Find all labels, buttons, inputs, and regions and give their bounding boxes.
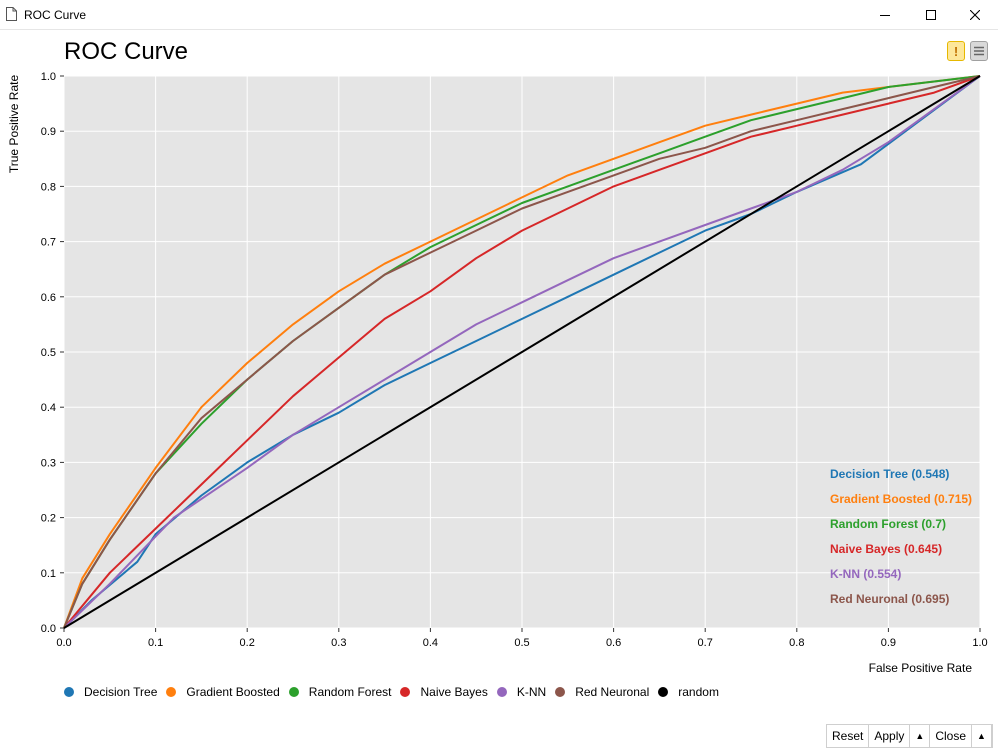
y-tick-label: 0.6 bbox=[41, 292, 56, 304]
series-line-gradient-boosted bbox=[63, 75, 981, 629]
legend-label: Naive Bayes bbox=[420, 685, 488, 699]
legend-label: K-NN bbox=[516, 685, 547, 699]
x-tick-label: 0.5 bbox=[514, 637, 529, 649]
legend-marker-icon bbox=[555, 687, 566, 697]
series-line-k-nn bbox=[63, 75, 981, 629]
auc-label: Decision Tree (0.548) bbox=[830, 467, 949, 481]
close-options-button[interactable]: ▲ bbox=[972, 725, 992, 747]
maximize-icon bbox=[926, 10, 936, 20]
y-tick-label: 0.1 bbox=[41, 568, 56, 580]
footer-controls: Reset Apply ▲ Close ▲ bbox=[826, 724, 993, 748]
x-tick-label: 0.6 bbox=[606, 637, 621, 649]
auc-annotations: Decision Tree (0.548) Gradient Boosted (0… bbox=[830, 467, 972, 606]
reset-button[interactable]: Reset bbox=[827, 725, 870, 747]
warning-icon: ! bbox=[953, 43, 959, 59]
series-lines bbox=[63, 75, 981, 629]
x-tick-label: 1.0 bbox=[972, 637, 987, 649]
auc-label: Random Forest (0.7) bbox=[830, 517, 946, 531]
auc-label: Red Neuronal (0.695) bbox=[830, 592, 949, 606]
x-tick-label: 0.0 bbox=[56, 637, 71, 649]
axes: 0.0 0.1 0.2 0.3 0.4 0.5 0.6 0.7 0.8 0.9 1.0 0.0 0.1 0… bbox=[41, 71, 988, 649]
warning-button[interactable]: ! bbox=[947, 41, 965, 61]
roc-chart: 0.0 0.1 0.2 0.3 0.4 0.5 0.6 0.7 0.8 0.9 1.0 0.0 0.1 0… bbox=[7, 71, 988, 675]
y-tick-label: 0.0 bbox=[41, 623, 56, 635]
legend-item[interactable]: K-NN bbox=[496, 685, 547, 699]
legend-label: Red Neuronal bbox=[575, 685, 650, 699]
y-axis-label: True Positive Rate bbox=[7, 75, 21, 174]
x-tick-label: 0.1 bbox=[148, 637, 163, 649]
y-tick-label: 0.7 bbox=[41, 237, 56, 249]
window-titlebar: ROC Curve bbox=[0, 0, 998, 30]
hamburger-icon bbox=[974, 46, 984, 56]
apply-options-button[interactable]: ▲ bbox=[910, 725, 931, 747]
auc-label: K-NN (0.554) bbox=[830, 567, 901, 581]
menu-button[interactable] bbox=[970, 41, 988, 61]
legend: Decision Tree Gradient Boosted Random Fore… bbox=[64, 685, 728, 699]
y-tick-label: 0.9 bbox=[41, 126, 56, 138]
auc-label: Gradient Boosted (0.715) bbox=[830, 492, 972, 506]
caret-up-icon: ▲ bbox=[977, 731, 986, 741]
x-tick-label: 0.3 bbox=[331, 637, 346, 649]
caret-up-icon: ▲ bbox=[915, 731, 925, 741]
legend-marker-icon bbox=[288, 687, 299, 697]
x-tick-label: 0.9 bbox=[881, 637, 896, 649]
legend-item[interactable]: Decision Tree bbox=[64, 685, 157, 699]
close-window-button[interactable] bbox=[952, 0, 998, 30]
x-axis-label: False Positive Rate bbox=[869, 661, 973, 675]
y-tick-label: 0.3 bbox=[41, 457, 56, 469]
minimize-button[interactable] bbox=[862, 0, 908, 30]
legend-item[interactable]: random bbox=[658, 685, 719, 699]
chart-title: ROC Curve bbox=[64, 38, 189, 65]
legend-item[interactable]: Red Neuronal bbox=[555, 685, 649, 699]
close-button[interactable]: Close bbox=[930, 725, 972, 747]
y-tick-label: 1.0 bbox=[41, 71, 56, 83]
x-tick-label: 0.2 bbox=[240, 637, 255, 649]
apply-button[interactable]: Apply bbox=[869, 725, 911, 747]
auc-label: Naive Bayes (0.645) bbox=[830, 542, 942, 556]
legend-marker-icon bbox=[658, 687, 669, 697]
legend-label: random bbox=[678, 685, 719, 699]
x-tick-label: 0.4 bbox=[423, 637, 438, 649]
legend-label: Gradient Boosted bbox=[186, 685, 280, 699]
legend-marker-icon bbox=[166, 687, 177, 697]
y-tick-label: 0.4 bbox=[41, 402, 56, 414]
legend-marker-icon bbox=[400, 687, 411, 697]
series-line-naive-bayes bbox=[63, 75, 981, 629]
legend-item[interactable]: Gradient Boosted bbox=[166, 685, 280, 699]
maximize-button[interactable] bbox=[908, 0, 954, 30]
y-tick-label: 0.2 bbox=[41, 513, 56, 525]
y-tick-label: 0.8 bbox=[41, 181, 56, 193]
minimize-icon bbox=[880, 15, 890, 16]
legend-label: Random Forest bbox=[308, 685, 392, 699]
legend-label: Decision Tree bbox=[84, 685, 158, 699]
document-icon bbox=[6, 7, 17, 21]
x-tick-label: 0.7 bbox=[698, 637, 713, 649]
legend-item[interactable]: Naive Bayes bbox=[400, 685, 488, 699]
series-line-random-forest bbox=[63, 75, 981, 629]
y-tick-label: 0.5 bbox=[41, 347, 56, 359]
legend-item[interactable]: Random Forest bbox=[288, 685, 392, 699]
series-line-red-neuronal bbox=[63, 75, 981, 629]
x-tick-label: 0.8 bbox=[789, 637, 804, 649]
close-icon bbox=[970, 10, 980, 20]
legend-marker-icon bbox=[496, 687, 507, 697]
window-title: ROC Curve bbox=[24, 8, 87, 22]
series-line-random bbox=[63, 75, 981, 629]
legend-marker-icon bbox=[64, 687, 74, 697]
